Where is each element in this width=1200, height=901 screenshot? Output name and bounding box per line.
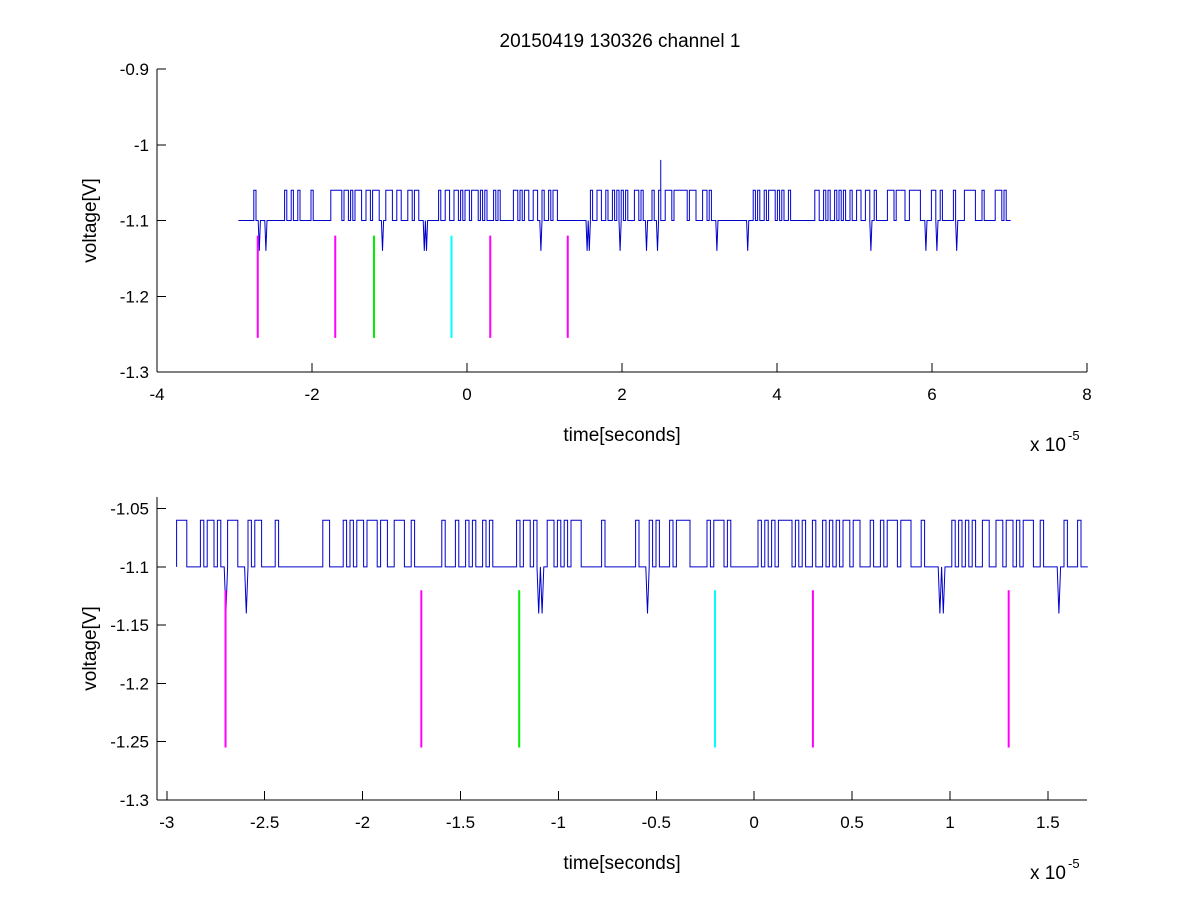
x-tick-label: 0: [749, 813, 758, 832]
x-axis-exponent: -5: [1068, 856, 1080, 871]
x-tick-label: 6: [927, 385, 936, 404]
x-tick-label: -2: [355, 813, 370, 832]
x-axis-exponent: -5: [1068, 428, 1080, 443]
x-tick-label: -1: [551, 813, 566, 832]
y-tick-label: -0.9: [120, 60, 149, 79]
y-tick-label: -1: [134, 136, 149, 155]
top-plot: -4 -2 0 2 4 6 8 -1.3 -1.2 -1.1 -1 -0.9 time[seconds]…: [80, 60, 1092, 456]
x-axis-label: time[seconds]: [563, 425, 680, 446]
y-tick-label: -1.2: [120, 674, 149, 693]
y-axis-label: voltage[V]: [80, 606, 101, 691]
signal-trace: [238, 189, 1011, 251]
bottom-plot: -3 -2.5 -2 -1.5 -1 -0.5 0 0.5 1 1.5 -1.3 -1.25 -1.2 -…: [80, 497, 1088, 884]
x-tick-label: 0: [462, 385, 471, 404]
x-tick-label: -2.5: [250, 813, 279, 832]
x-tick-label: -2: [304, 385, 319, 404]
x-tick-label: 0.5: [840, 813, 864, 832]
y-axis-label: voltage[V]: [80, 178, 101, 263]
x-tick-label: -1.5: [446, 813, 475, 832]
figure-title: 20150419 130326 channel 1: [500, 31, 741, 52]
x-tick-label: 2: [617, 385, 626, 404]
x-tick-label: -4: [149, 385, 164, 404]
x-axis-multiplier: x 10: [1030, 863, 1066, 884]
x-tick-label: 1.5: [1036, 813, 1060, 832]
y-tick-label: -1.05: [110, 500, 149, 519]
y-tick-label: -1.25: [110, 733, 149, 752]
x-axis-label: time[seconds]: [563, 853, 680, 874]
x-tick-label: 8: [1082, 385, 1091, 404]
x-tick-label: -3: [159, 813, 174, 832]
y-tick-label: -1.1: [120, 558, 149, 577]
x-tick-label: -0.5: [642, 813, 671, 832]
x-axis-multiplier: x 10: [1030, 435, 1066, 456]
x-tick-label: 4: [772, 385, 781, 404]
y-tick-label: -1.2: [120, 287, 149, 306]
x-tick-label: 1: [945, 813, 954, 832]
y-tick-label: -1.3: [120, 791, 149, 810]
y-tick-label: -1.15: [110, 616, 149, 635]
y-tick-label: -1.3: [120, 363, 149, 382]
signal-trace: [176, 519, 1088, 614]
y-tick-label: -1.1: [120, 212, 149, 231]
